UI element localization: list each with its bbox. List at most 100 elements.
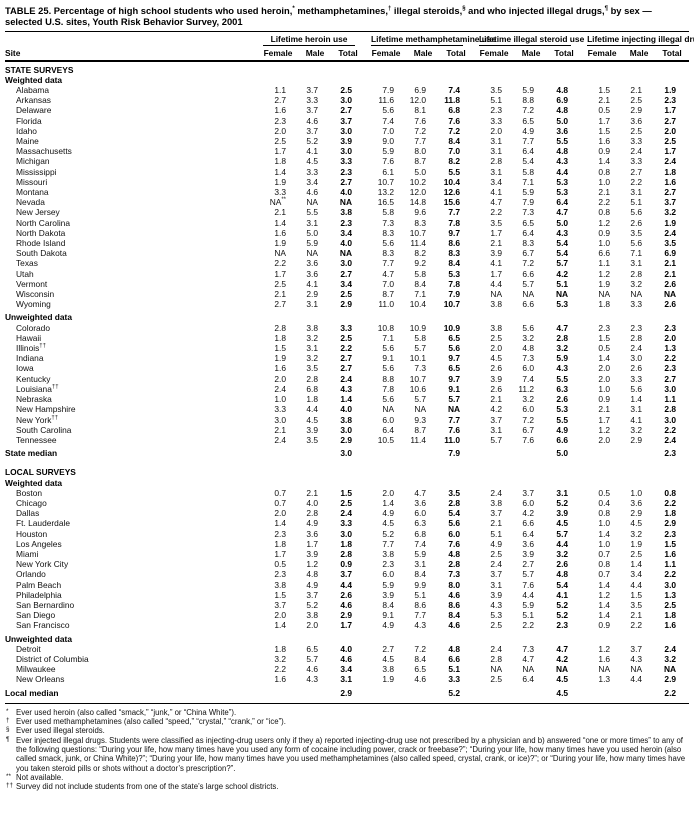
site-cell: Kentucky	[16, 373, 51, 384]
value-cell: 2.3	[664, 528, 677, 539]
value-cell: 6.4	[522, 146, 535, 157]
col-header-female: Female	[365, 45, 408, 62]
value-cell: 3.0	[664, 414, 677, 425]
value-cell: 6.3	[414, 518, 427, 529]
value-cell: 6.5	[522, 217, 535, 228]
value-cell: 3.1	[630, 258, 643, 269]
value-cell: 5.2	[306, 599, 318, 610]
value-cell: 3.6	[414, 497, 427, 508]
value-cell: 2.9	[630, 434, 643, 445]
value-cell: 2.1	[598, 187, 611, 198]
value-cell: 2.8	[490, 653, 503, 664]
site-cell: Orlando	[16, 569, 46, 580]
value-cell: 8.6	[414, 599, 427, 610]
site-cell: Indiana	[16, 353, 44, 364]
value-cell: 2.6	[340, 589, 353, 600]
value-cell: 5.5	[556, 136, 569, 147]
value-cell: 2.8	[274, 322, 286, 333]
value-cell: 5.0	[556, 217, 569, 228]
value-cell: 5.6	[448, 518, 461, 529]
value-cell: 0.9	[340, 559, 353, 570]
value-cell: 2.3	[664, 363, 677, 374]
value-cell: 5.6	[382, 343, 395, 354]
table-row: Idaho 2.0 3.7 3.0 7.0 7.2 7.2 2.0 4.9 3.6 1.5 2.5 2.…	[5, 126, 689, 136]
value-cell: 3.7	[306, 589, 318, 600]
value-cell: 2.6	[490, 383, 503, 394]
value-cell: 7.3	[522, 353, 535, 364]
value-cell: 1.2	[598, 217, 611, 228]
value-cell: 11.2	[518, 383, 535, 394]
value-cell: NA	[414, 404, 427, 415]
value-cell: 3.8	[306, 610, 318, 621]
value-cell: 7.1	[382, 332, 395, 343]
value-cell: 7.4	[382, 115, 395, 126]
median-value-cell: 4.5	[556, 687, 569, 698]
value-cell: 8.2	[448, 156, 461, 167]
value-cell: 3.1	[490, 136, 503, 147]
site-cell: Palm Beach	[16, 579, 62, 590]
value-cell: 5.7	[556, 528, 569, 539]
value-cell: 1.8	[598, 299, 611, 310]
value-cell: 8.3	[448, 248, 461, 259]
value-cell: NA	[274, 248, 286, 259]
value-cell: 0.8	[598, 207, 611, 218]
footnote-marker: §	[6, 726, 10, 734]
value-cell: 3.8	[340, 207, 353, 218]
section-header: STATE SURVEYS	[5, 64, 74, 75]
value-cell: 5.6	[382, 363, 395, 374]
table-row: South Dakota NA NA NA 8.3 8.2 8.3 3.9 6.7 5.4 6.6 7…	[5, 248, 689, 258]
site-cell: San Francisco	[16, 620, 70, 631]
value-cell: 2.1	[630, 610, 643, 621]
value-cell: 2.5	[490, 548, 503, 559]
value-cell: 1.4	[598, 353, 611, 364]
value-cell: 2.2	[274, 664, 286, 675]
value-cell: 1.4	[630, 394, 643, 405]
value-cell: 1.9	[664, 85, 677, 95]
value-cell: 0.7	[274, 497, 286, 508]
table-row: Houston 2.3 3.6 3.0 5.2 6.8 6.0 5.1 6.4 5.7 1.4 3.2…	[5, 529, 689, 539]
value-cell: 5.3	[556, 187, 569, 198]
value-cell: 7.2	[414, 643, 427, 654]
value-cell: 3.3	[274, 187, 286, 198]
value-cell: 2.3	[630, 322, 643, 333]
value-cell: 4.5	[306, 414, 318, 425]
value-cell: 4.4	[556, 538, 569, 549]
value-cell: 1.8	[274, 643, 286, 654]
value-cell: 3.1	[414, 559, 427, 570]
table-row: Illinois†† 1.5 3.1 2.2 5.6 5.7 5.6 2.0 4.8 3.2 0.5…	[5, 343, 689, 353]
value-cell: 0.9	[598, 394, 611, 405]
value-cell: 14.8	[409, 197, 427, 208]
value-cell: 2.1	[664, 268, 677, 279]
table-row: Alabama 1.1 3.7 2.5 7.9 6.9 7.4 3.5 5.9 4.8 1.5 2.1…	[5, 85, 689, 95]
value-cell: 2.2	[340, 343, 353, 354]
value-cell: 2.0	[598, 434, 611, 445]
value-cell: 3.3	[306, 166, 318, 177]
value-cell: 3.3	[340, 322, 353, 333]
value-cell: 3.1	[630, 404, 643, 415]
value-cell: 1.1	[664, 394, 677, 405]
col-header-total: Total	[331, 45, 366, 62]
table-row: Detroit 1.8 6.5 4.0 2.7 7.2 4.8 2.4 7.3 4.7 1.2 3.7…	[5, 644, 689, 654]
value-cell: NA	[598, 289, 611, 300]
value-cell: 3.2	[556, 343, 569, 354]
value-cell: 3.7	[306, 85, 318, 95]
value-cell: 1.2	[598, 643, 611, 654]
value-cell: 4.8	[306, 569, 318, 580]
value-cell: 8.4	[414, 278, 427, 289]
value-cell: 2.0	[306, 620, 318, 631]
site-cell: North Carolina	[16, 217, 70, 228]
col-group-injecting: Lifetime injecting illegal drug use	[587, 33, 694, 46]
value-cell: 3.4	[306, 176, 318, 187]
value-cell: 0.9	[598, 227, 611, 238]
value-cell: 1.5	[274, 343, 286, 354]
site-cell: Colorado	[16, 322, 50, 333]
table-row: North Dakota 1.6 5.0 3.4 8.3 10.7 9.7 1.7 6.4 4.3…	[5, 228, 689, 238]
value-cell: 6.4	[522, 528, 535, 539]
value-cell: 2.5	[490, 620, 503, 631]
value-cell: 6.4	[556, 197, 569, 208]
value-cell: 1.2	[306, 559, 318, 570]
value-cell: NA**	[269, 197, 286, 208]
value-cell: 8.6	[448, 599, 461, 610]
value-cell: 2.1	[274, 289, 286, 300]
value-cell: 10.5	[377, 434, 395, 445]
